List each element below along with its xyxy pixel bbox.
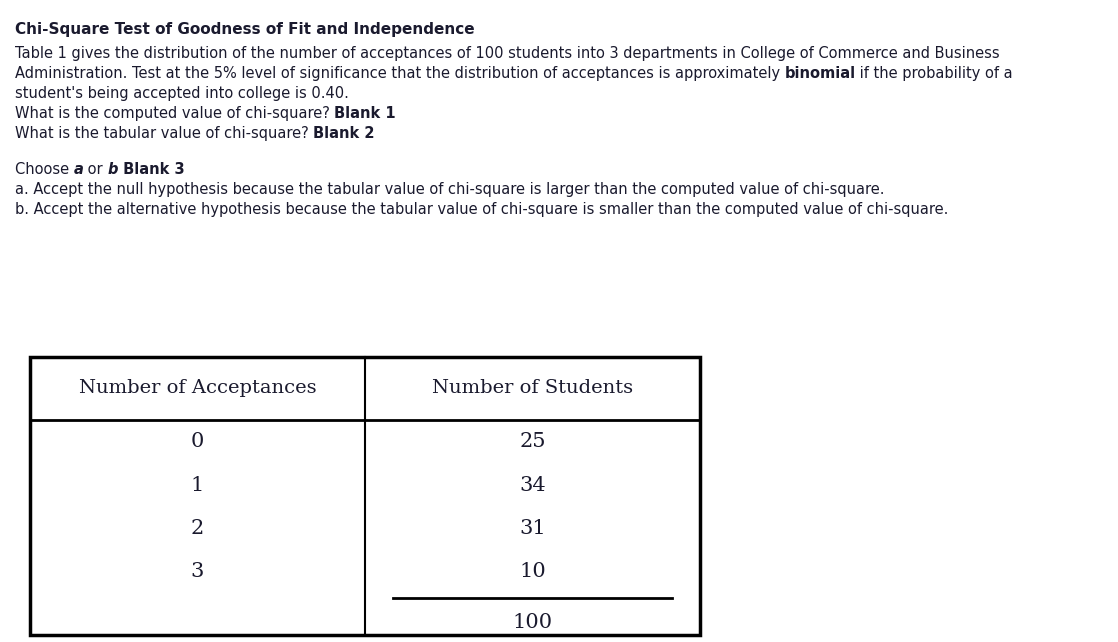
Text: 31: 31 xyxy=(519,519,546,537)
Text: 2: 2 xyxy=(191,519,205,537)
Text: if the probability of a: if the probability of a xyxy=(855,66,1013,81)
Text: Table 1 gives the distribution of the number of acceptances of 100 students into: Table 1 gives the distribution of the nu… xyxy=(15,46,999,61)
Text: 25: 25 xyxy=(519,433,546,451)
Text: a: a xyxy=(74,162,83,177)
Text: a. Accept the null hypothesis because the tabular value of chi-square is larger : a. Accept the null hypothesis because th… xyxy=(15,182,884,197)
Text: b: b xyxy=(107,162,117,177)
Text: Blank 3: Blank 3 xyxy=(117,162,184,177)
Text: 10: 10 xyxy=(519,562,546,581)
Text: 3: 3 xyxy=(191,562,205,581)
Text: or: or xyxy=(83,162,107,177)
Text: Number of Students: Number of Students xyxy=(432,379,633,397)
Text: Blank 1: Blank 1 xyxy=(334,106,396,121)
Text: 100: 100 xyxy=(512,612,552,632)
Text: student's being accepted into college is 0.40.: student's being accepted into college is… xyxy=(15,86,349,101)
Text: Number of Acceptances: Number of Acceptances xyxy=(78,379,316,397)
Text: Choose: Choose xyxy=(15,162,74,177)
Text: binomial: binomial xyxy=(785,66,855,81)
Text: What is the tabular value of chi-square?: What is the tabular value of chi-square? xyxy=(15,126,313,141)
Text: What is the computed value of chi-square?: What is the computed value of chi-square… xyxy=(15,106,334,121)
Text: b. Accept the alternative hypothesis because the tabular value of chi-square is : b. Accept the alternative hypothesis bec… xyxy=(15,202,948,217)
Text: Administration. Test at the 5% level of significance that the distribution of ac: Administration. Test at the 5% level of … xyxy=(15,66,785,81)
Text: Blank 2: Blank 2 xyxy=(313,126,375,141)
Text: 0: 0 xyxy=(191,433,205,451)
Text: 1: 1 xyxy=(191,476,205,494)
Text: 34: 34 xyxy=(519,476,546,494)
Text: Chi-Square Test of Goodness of Fit and Independence: Chi-Square Test of Goodness of Fit and I… xyxy=(15,22,474,37)
